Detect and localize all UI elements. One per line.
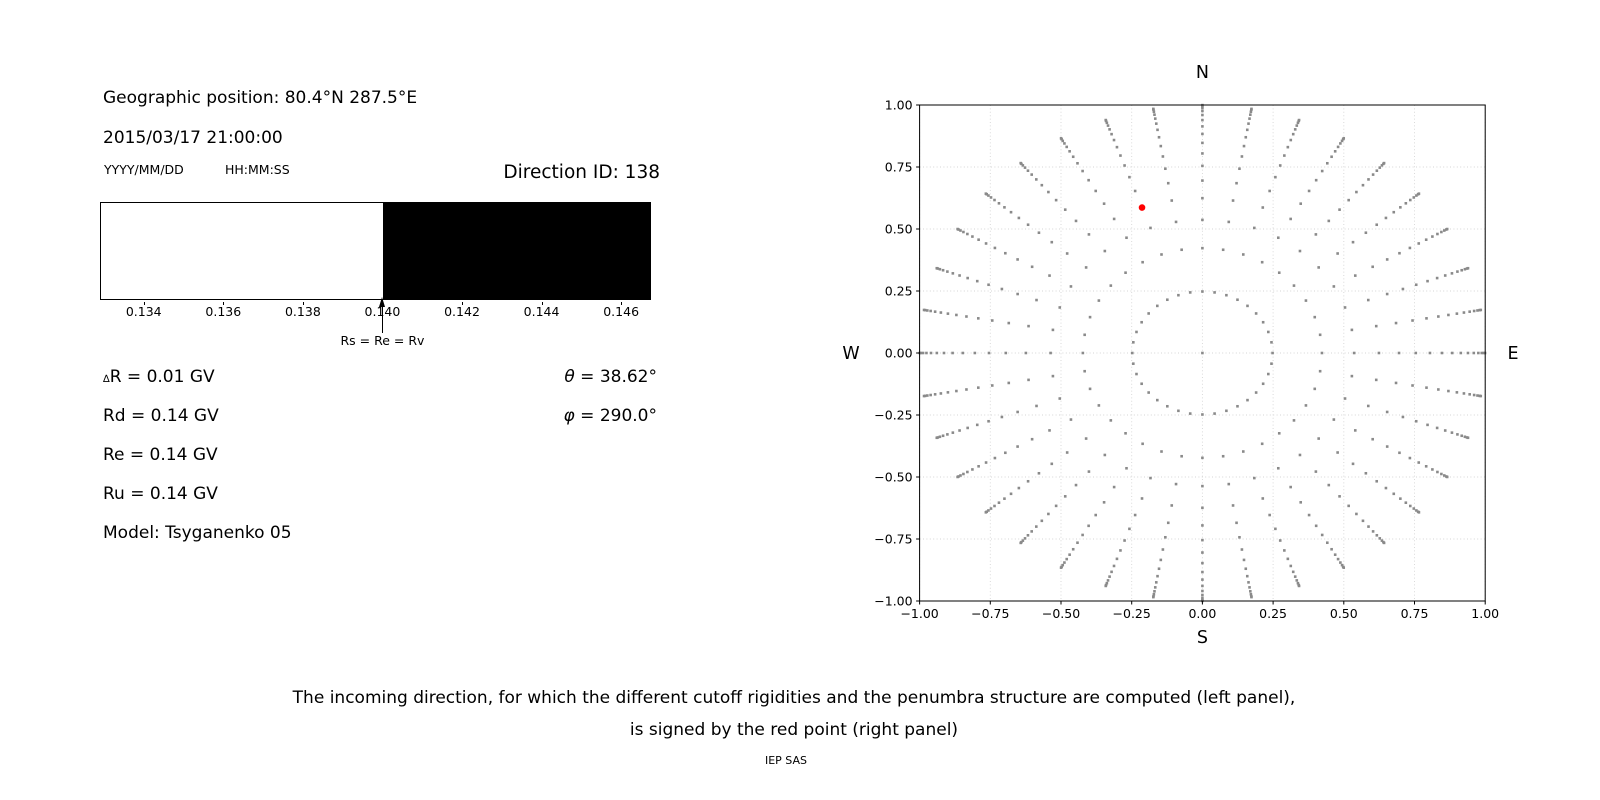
penumbra-bar — [100, 202, 651, 300]
theta-text: = 38.62° — [574, 367, 657, 387]
x-tick-label: −0.25 — [1113, 606, 1151, 621]
y-tick-label: −1.00 — [874, 593, 912, 608]
x-tick-label: −1.00 — [900, 606, 938, 621]
compass-south-label: S — [1197, 628, 1208, 648]
delta-symbol: ∆ — [103, 374, 110, 385]
penumbra-allowed-band — [101, 203, 384, 299]
bar-tick-mark — [302, 302, 304, 305]
compass-east-label: E — [1507, 344, 1518, 364]
y-tick-label: 0.25 — [885, 283, 913, 298]
direction-dots — [918, 103, 1487, 603]
time-format-label: HH:MM:SS — [225, 162, 290, 177]
caption-line-1: The incoming direction, for which the di… — [292, 688, 1296, 708]
x-tick-label: 0.75 — [1401, 606, 1429, 621]
datetime-text: 2015/03/17 21:00:00 — [103, 128, 283, 148]
x-tick-label: 0.50 — [1330, 606, 1358, 621]
y-tick-label: 1.00 — [885, 97, 913, 112]
compass-north-label: N — [1196, 63, 1209, 83]
sky-map-plot: −1.00 −0.75 −0.50 −0.25 0.00 0.25 0.50 0.75 1.00… — [842, 63, 1518, 648]
rs-arrow-head — [379, 297, 386, 307]
axis-ticks — [916, 104, 1486, 605]
tick-labels: −1.00 −0.75 −0.50 −0.25 0.00 0.25 0.50 0.75 1.00… — [874, 97, 1499, 621]
model-name-text: Model: Tsyganenko 05 — [103, 523, 292, 543]
bar-tick-mark — [223, 302, 225, 305]
bar-tick-label: 0.146 — [603, 304, 640, 319]
delta-r-text: R = 0.01 GV — [109, 367, 215, 387]
bar-tick-label: 0.138 — [284, 304, 321, 319]
rs-arrow-label: Rs = Re = Rv — [340, 333, 425, 348]
x-tick-label: −0.50 — [1042, 606, 1080, 621]
geographic-position-text: Geographic position: 80.4°N 287.5°E — [103, 88, 418, 108]
compass-west-label: W — [842, 344, 859, 364]
bar-tick-mark — [621, 302, 623, 305]
rs-arrow-stem — [381, 307, 384, 333]
y-tick-label: 0.50 — [885, 221, 913, 236]
penumbra-forbidden-band — [383, 203, 650, 299]
bar-tick-label: 0.144 — [523, 304, 560, 319]
bar-tick-mark — [143, 302, 145, 305]
credit-text: IEP SAS — [764, 754, 808, 767]
bar-tick-label: 0.142 — [444, 304, 480, 319]
bar-tick-mark — [462, 302, 464, 305]
re-value: Re = 0.14 GV — [103, 445, 218, 465]
direction-id-label: Direction ID: 138 — [503, 162, 660, 183]
y-tick-label: 0.75 — [885, 159, 913, 174]
x-tick-label: 0.00 — [1188, 606, 1216, 621]
y-tick-label: −0.75 — [874, 531, 912, 546]
x-tick-label: −0.75 — [971, 606, 1009, 621]
bar-tick-mark — [541, 302, 543, 305]
phi-value: φ = 290.0° — [450, 406, 657, 426]
y-tick-label: 0.00 — [885, 345, 913, 360]
theta-symbol: θ — [564, 367, 575, 387]
bar-tick-label: 0.134 — [125, 304, 162, 319]
x-tick-label: 0.25 — [1259, 606, 1287, 621]
date-format-label: YYYY/MM/DD — [104, 162, 184, 177]
rd-value: Rd = 0.14 GV — [103, 406, 219, 426]
ru-value: Ru = 0.14 GV — [103, 484, 218, 504]
phi-symbol: φ — [563, 406, 575, 426]
selected-direction-point — [1138, 204, 1146, 211]
delta-r-value: ∆R = 0.01 GV — [103, 367, 215, 390]
theta-value: θ = 38.62° — [450, 367, 657, 387]
y-tick-label: −0.50 — [874, 469, 912, 484]
phi-text: = 290.0° — [574, 406, 657, 426]
x-tick-label: 1.00 — [1471, 606, 1499, 621]
y-tick-label: −0.25 — [874, 407, 912, 422]
bar-tick-label: 0.136 — [205, 304, 242, 319]
caption-line-2: is signed by the red point (right panel) — [629, 720, 959, 740]
